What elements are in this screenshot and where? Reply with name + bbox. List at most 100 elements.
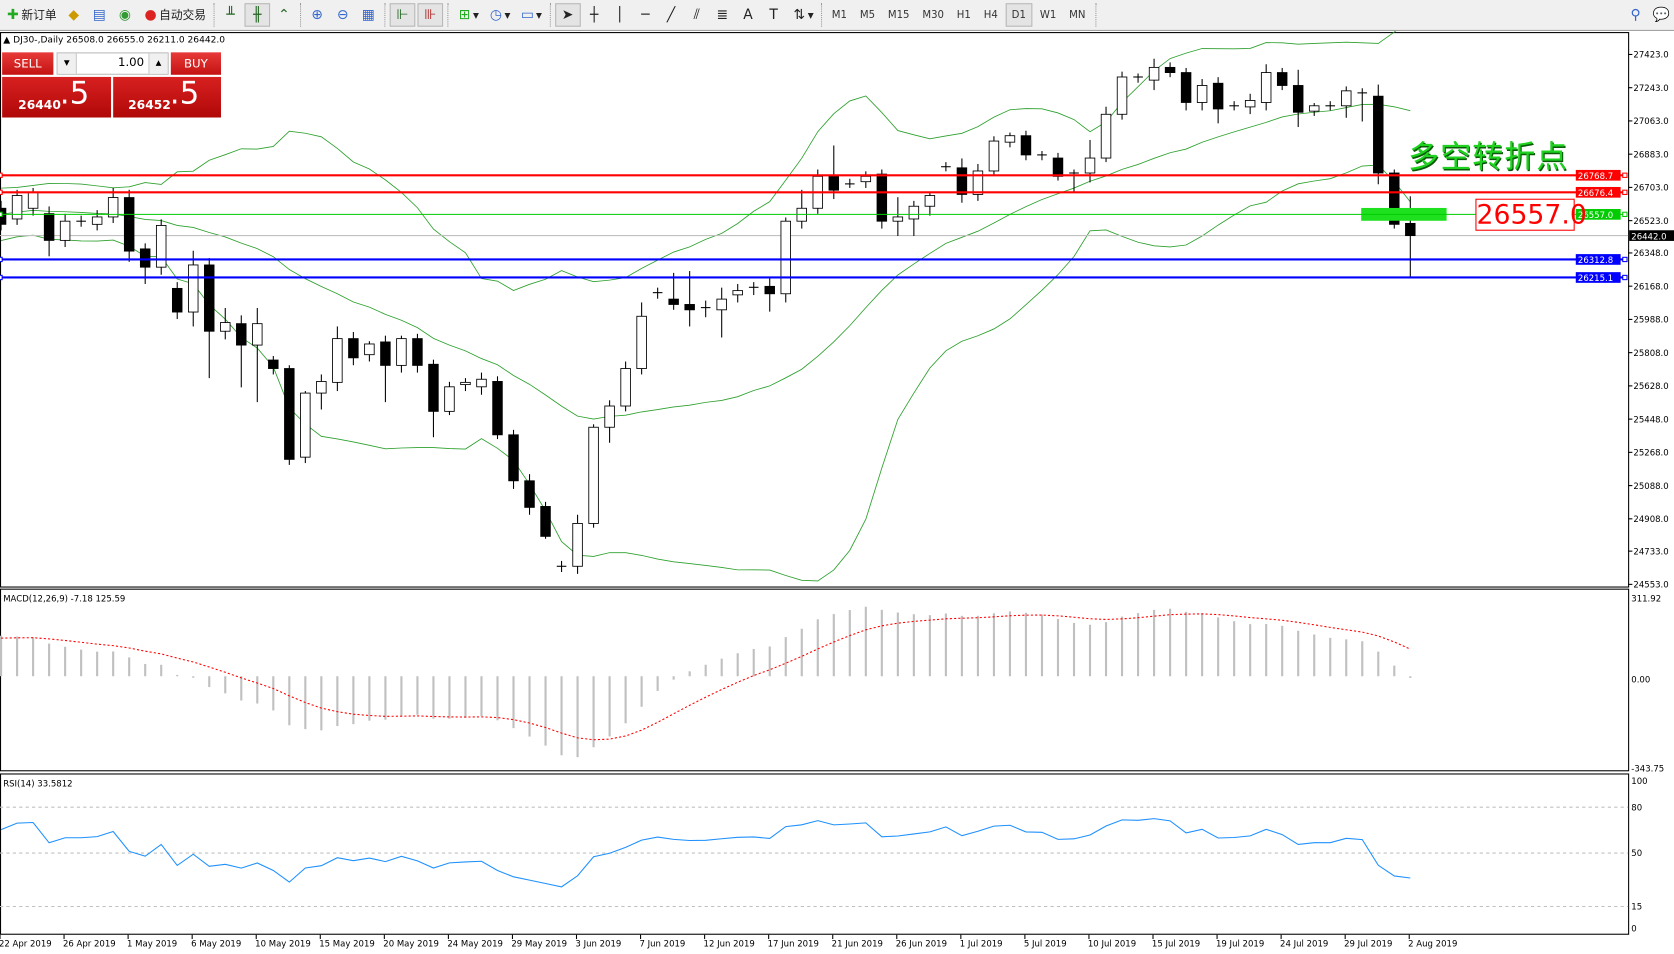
candle[interactable] [1069, 169, 1079, 192]
chart-shift-button[interactable]: ⊪ [417, 3, 444, 27]
candle[interactable] [924, 191, 936, 216]
candle[interactable] [1037, 151, 1047, 161]
sell-price[interactable]: 26440.5 [2, 75, 112, 118]
candle[interactable] [76, 215, 86, 227]
data-window-button[interactable]: ▤ [88, 3, 111, 27]
zoom-in-button[interactable]: ⊕ [305, 3, 328, 27]
candle[interactable] [956, 158, 968, 203]
candle[interactable] [892, 197, 904, 236]
candle[interactable] [1100, 106, 1112, 163]
candle[interactable] [588, 424, 599, 528]
level-handle[interactable] [0, 274, 3, 281]
candle[interactable] [1276, 67, 1288, 91]
cursor-button[interactable]: ➤ [554, 3, 581, 27]
candle[interactable] [300, 391, 311, 464]
candle[interactable] [396, 335, 407, 373]
candle[interactable] [220, 307, 231, 340]
candle[interactable] [1212, 77, 1224, 124]
candle[interactable] [988, 136, 1000, 176]
candle[interactable] [908, 200, 920, 236]
timeframe-h1[interactable]: H1 [956, 9, 971, 21]
candle[interactable] [171, 282, 183, 320]
candle[interactable] [828, 145, 840, 200]
candle[interactable] [716, 287, 727, 338]
candle[interactable] [364, 341, 375, 362]
tile-windows-button[interactable]: ▦ [357, 3, 380, 27]
lot-increase-button[interactable]: ▲ [148, 53, 168, 74]
candle[interactable] [636, 302, 647, 375]
timeframe-mn[interactable]: MN [1069, 9, 1086, 21]
candle[interactable] [1373, 84, 1384, 185]
candle[interactable] [1116, 71, 1128, 120]
candle[interactable] [123, 189, 135, 262]
candle[interactable] [764, 278, 775, 312]
level-handle[interactable] [1622, 274, 1628, 281]
candle[interactable] [684, 271, 695, 327]
lot-input[interactable]: 1.00 [117, 55, 145, 70]
candle[interactable] [1341, 86, 1352, 118]
chart-area[interactable]: 27423.0 27243.0 27063.0 26883.0 26703.0 26523… [0, 30, 1674, 954]
candle-chart-button[interactable]: ╫ [244, 3, 271, 27]
sell-button[interactable]: SELL [2, 52, 54, 75]
candle[interactable] [316, 374, 327, 410]
text-label-button[interactable]: T [762, 3, 785, 27]
candle[interactable] [348, 331, 359, 366]
candle[interactable] [380, 335, 391, 403]
candle[interactable] [1229, 101, 1239, 111]
candle[interactable] [1148, 58, 1160, 91]
level-handle[interactable] [0, 256, 3, 263]
candle[interactable] [1196, 79, 1208, 111]
candle[interactable] [1260, 64, 1272, 111]
level-handle[interactable] [1622, 256, 1628, 263]
timeframe-h4[interactable]: H4 [983, 9, 998, 21]
pivot-price-label[interactable]: 26557.0 [1475, 198, 1587, 231]
candle[interactable] [1292, 69, 1304, 128]
auto-trading-button[interactable]: ● 自动交易 [139, 3, 209, 27]
candle[interactable] [1133, 73, 1143, 83]
templates-button[interactable]: ▭ ▾ [520, 6, 542, 23]
level-handle[interactable] [0, 211, 3, 218]
candle[interactable] [652, 287, 663, 299]
candle[interactable] [556, 560, 567, 573]
pivot-annotation[interactable]: 多空转折点 [1408, 138, 1569, 176]
candle[interactable] [204, 258, 215, 379]
candle[interactable] [492, 376, 503, 440]
candle[interactable] [11, 189, 23, 225]
candle[interactable] [620, 361, 631, 412]
candle[interactable] [1180, 67, 1192, 111]
crosshair-button[interactable]: ┼ [582, 3, 605, 27]
candle[interactable] [476, 372, 487, 395]
candle[interactable] [748, 282, 759, 296]
horizontal-line-button[interactable]: ─ [634, 3, 657, 27]
candle[interactable] [1357, 88, 1368, 122]
vertical-line-button[interactable]: │ [608, 3, 631, 27]
navigator-button[interactable]: ◉ [113, 3, 136, 27]
level-handle[interactable] [1622, 211, 1628, 218]
candle[interactable] [107, 187, 119, 224]
buy-price[interactable]: 26452.5 [113, 75, 221, 118]
candle[interactable] [604, 400, 615, 443]
bar-chart-button[interactable]: ╨ [219, 3, 242, 27]
candle[interactable] [1325, 101, 1336, 111]
candle[interactable] [860, 171, 872, 188]
candle[interactable] [796, 189, 807, 229]
zoom-out-button[interactable]: ⊖ [331, 3, 354, 27]
trendline-button[interactable]: ╱ [659, 3, 682, 27]
line-chart-button[interactable]: ⌃ [272, 3, 295, 27]
channel-button[interactable]: ⫽ [685, 3, 708, 27]
timeframe-m1[interactable]: M1 [831, 9, 848, 21]
candle[interactable] [444, 381, 455, 416]
candle[interactable] [540, 501, 551, 539]
candle[interactable] [1052, 152, 1064, 181]
level-handle[interactable] [1622, 172, 1628, 178]
candle[interactable] [428, 359, 439, 438]
candle[interactable] [972, 163, 984, 201]
buy-button[interactable]: BUY [170, 52, 221, 75]
candle[interactable] [332, 326, 343, 392]
candle[interactable] [668, 272, 679, 310]
timeframe-m30[interactable]: M30 [922, 9, 944, 21]
fibonacci-button[interactable]: ≣ [711, 3, 734, 27]
indicators-button[interactable]: ⊞ ▾ [453, 3, 482, 27]
candle[interactable] [412, 333, 423, 373]
new-order-button[interactable]: ✚ 新订单 [1, 3, 60, 27]
